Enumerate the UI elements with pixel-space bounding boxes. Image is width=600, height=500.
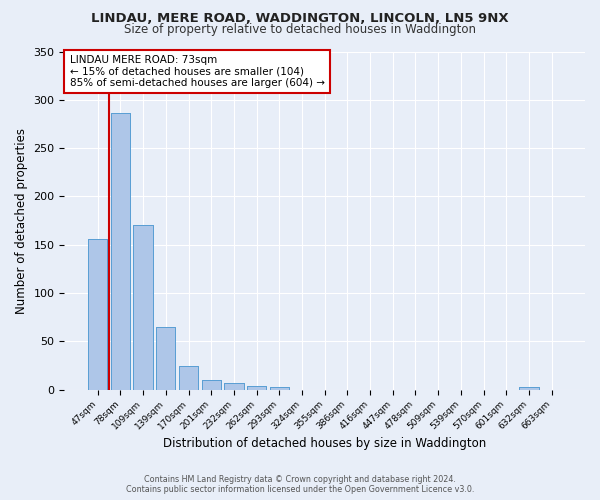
- Bar: [88, 239, 107, 390]
- Bar: [156, 327, 175, 390]
- Text: LINDAU MERE ROAD: 73sqm
← 15% of detached houses are smaller (104)
85% of semi-d: LINDAU MERE ROAD: 73sqm ← 15% of detache…: [70, 55, 325, 88]
- Bar: [520, 386, 539, 390]
- Text: Size of property relative to detached houses in Waddington: Size of property relative to detached ho…: [124, 22, 476, 36]
- X-axis label: Distribution of detached houses by size in Waddington: Distribution of detached houses by size …: [163, 437, 487, 450]
- Bar: [179, 366, 198, 390]
- Bar: [224, 383, 244, 390]
- Bar: [156, 327, 175, 390]
- Bar: [202, 380, 221, 390]
- Bar: [133, 226, 153, 390]
- Bar: [133, 226, 153, 390]
- Bar: [269, 386, 289, 390]
- Text: Contains HM Land Registry data © Crown copyright and database right 2024.
Contai: Contains HM Land Registry data © Crown c…: [126, 474, 474, 494]
- Bar: [247, 386, 266, 390]
- Bar: [179, 366, 198, 390]
- Bar: [520, 386, 539, 390]
- Bar: [88, 239, 107, 390]
- Bar: [247, 386, 266, 390]
- Text: LINDAU, MERE ROAD, WADDINGTON, LINCOLN, LN5 9NX: LINDAU, MERE ROAD, WADDINGTON, LINCOLN, …: [91, 12, 509, 26]
- Bar: [202, 380, 221, 390]
- Y-axis label: Number of detached properties: Number of detached properties: [15, 128, 28, 314]
- Bar: [224, 383, 244, 390]
- Bar: [111, 114, 130, 390]
- Bar: [269, 386, 289, 390]
- Bar: [111, 114, 130, 390]
